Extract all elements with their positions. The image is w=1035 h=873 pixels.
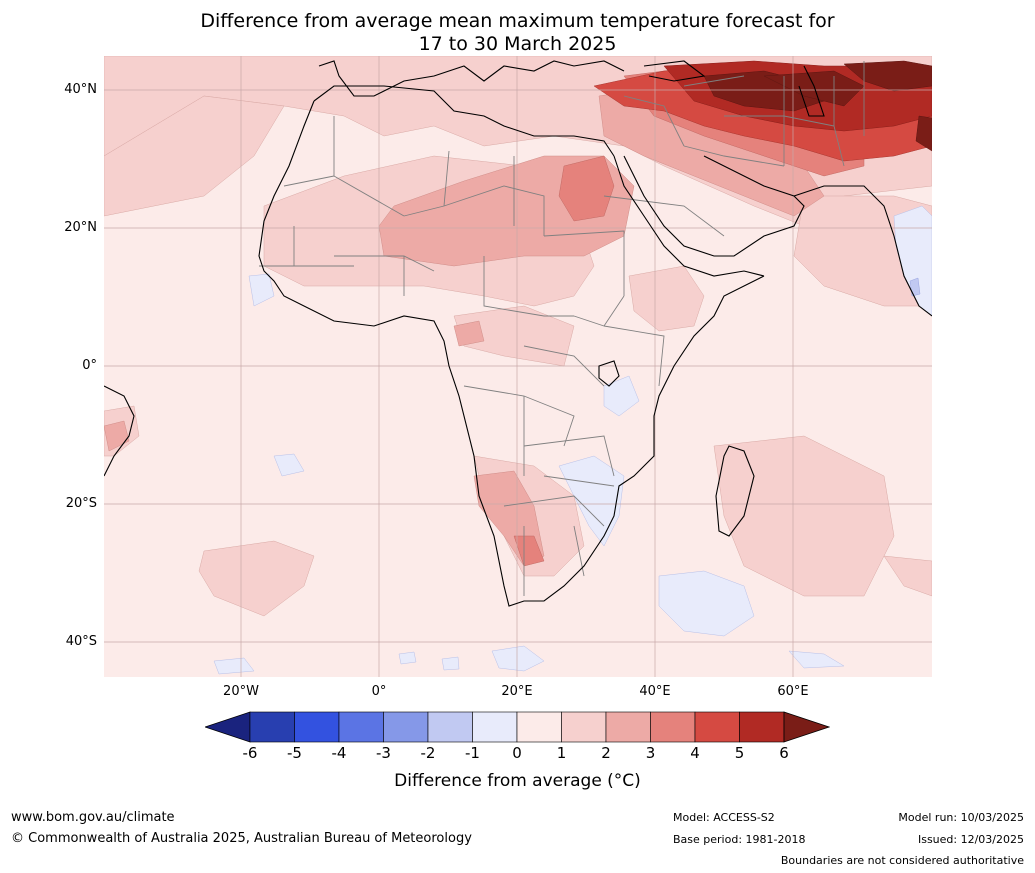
colorbar-swatch bbox=[338, 711, 384, 743]
anomaly-negative-2-to-1 bbox=[909, 277, 921, 297]
colorbar-swatch bbox=[561, 711, 607, 743]
lat-label-20s: 20°S bbox=[65, 496, 97, 511]
lon-label-40e: 40°E bbox=[639, 684, 671, 699]
footer-model: Model: ACCESS-S2 bbox=[673, 811, 775, 824]
colorbar-tick-label: 0 bbox=[512, 744, 522, 762]
colorbar-tick-label: -4 bbox=[331, 744, 347, 762]
colorbar-tick-label: -3 bbox=[376, 744, 391, 762]
colorbar-tick-label: 6 bbox=[779, 744, 789, 762]
footer-issued: Issued: 12/03/2025 bbox=[917, 833, 1024, 846]
footer-disclaimer: Boundaries are not considered authoritat… bbox=[780, 854, 1024, 867]
footer-copyright: © Commonwealth of Australia 2025, Austra… bbox=[11, 831, 472, 846]
footer-base-period: Base period: 1981-2018 bbox=[673, 833, 806, 846]
colorbar-tick-label: -5 bbox=[287, 744, 302, 762]
colorbar-tick-label: -2 bbox=[420, 744, 436, 762]
colorbar-extend-high bbox=[783, 711, 830, 743]
footer-website: www.bom.gov.au/climate bbox=[11, 810, 175, 825]
country-borders bbox=[259, 61, 865, 596]
colorbar-swatch bbox=[605, 711, 651, 743]
colorbar-swatch bbox=[249, 711, 295, 743]
colorbar-tick-label: -1 bbox=[465, 744, 480, 762]
footer-model-run: Model run: 10/03/2025 bbox=[898, 811, 1024, 824]
colorbar bbox=[205, 711, 830, 743]
lon-label-20e: 20°E bbox=[501, 684, 533, 699]
colorbar-swatch bbox=[383, 711, 429, 743]
graticule bbox=[104, 56, 932, 677]
map-title-line-2: 17 to 30 March 2025 bbox=[418, 33, 617, 55]
coastlines bbox=[104, 60, 932, 607]
colorbar-swatch bbox=[650, 711, 696, 743]
colorbar-tick-label: 5 bbox=[734, 744, 745, 762]
colorbar-tick-label: -6 bbox=[242, 744, 258, 762]
lon-label-0: 0° bbox=[371, 684, 387, 699]
lat-label-40s: 40°S bbox=[65, 634, 97, 649]
lat-label-40n: 40°N bbox=[64, 82, 97, 97]
colorbar-swatch bbox=[739, 711, 785, 743]
lat-label-0: 0° bbox=[82, 358, 97, 373]
colorbar-swatch bbox=[694, 711, 740, 743]
colorbar-tick-label: 1 bbox=[556, 744, 567, 762]
colorbar-swatch bbox=[427, 711, 473, 743]
lon-label-20w: 20°W bbox=[223, 684, 259, 699]
colorbar-label: Difference from average (°C) bbox=[394, 771, 641, 791]
colorbar-swatch bbox=[294, 711, 340, 743]
anomaly-negative-1-to-0 bbox=[213, 205, 932, 675]
colorbar-extend-low bbox=[205, 711, 251, 743]
colorbar-swatch bbox=[516, 711, 562, 743]
map-title-line-1: Difference from average mean maximum tem… bbox=[200, 10, 835, 32]
lat-label-20n: 20°N bbox=[64, 220, 97, 235]
colorbar-tick-label: 2 bbox=[601, 744, 611, 762]
temperature-anomaly-map bbox=[104, 56, 932, 677]
colorbar-tick-label: 3 bbox=[645, 744, 656, 762]
colorbar-tick-label: 4 bbox=[690, 744, 700, 762]
colorbar-swatch bbox=[472, 711, 518, 743]
lon-label-60e: 60°E bbox=[777, 684, 809, 699]
